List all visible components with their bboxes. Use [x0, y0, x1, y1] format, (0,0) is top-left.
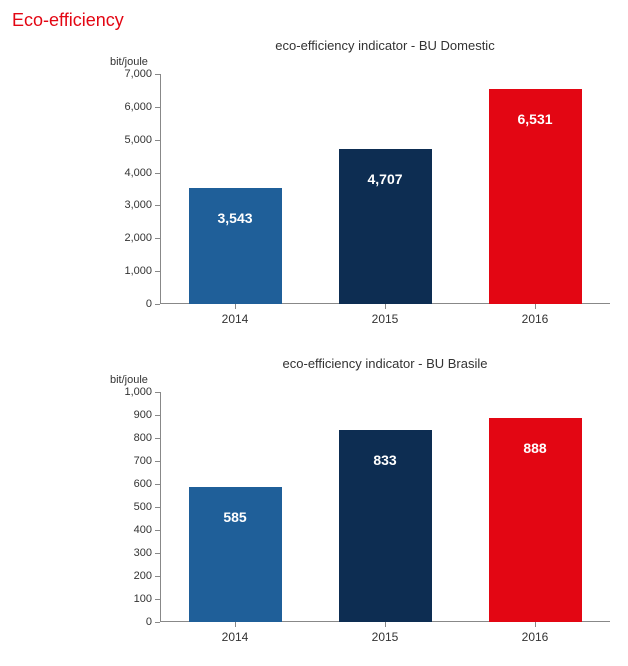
page-title: Eco-efficiency: [12, 10, 124, 31]
y-tick-label: 5,000: [110, 134, 152, 146]
y-tick-mark: [155, 438, 160, 439]
chart-title: eco-efficiency indicator - BU Brasile: [283, 356, 488, 371]
bar-chart: eco-efficiency indicator - BU Domestic bi…: [110, 34, 628, 344]
y-tick-label: 4,000: [110, 167, 152, 179]
y-tick-mark: [155, 484, 160, 485]
y-tick-label: 2,000: [110, 232, 152, 244]
x-tick-mark: [535, 304, 536, 309]
x-tick-label: 2014: [222, 312, 249, 326]
y-tick-mark: [155, 238, 160, 239]
y-tick-mark: [155, 622, 160, 623]
bar-value-label: 6,531: [517, 111, 552, 127]
x-tick-mark: [235, 622, 236, 627]
x-tick-mark: [385, 304, 386, 309]
y-tick-label: 7,000: [110, 68, 152, 80]
y-tick-label: 100: [110, 593, 152, 605]
y-tick-label: 700: [110, 455, 152, 467]
bar-value-label: 3,543: [217, 210, 252, 226]
y-tick-mark: [155, 271, 160, 272]
y-tick-mark: [155, 173, 160, 174]
bar-value-label: 4,707: [367, 171, 402, 187]
x-tick-label: 2014: [222, 630, 249, 644]
y-tick-mark: [155, 107, 160, 108]
bar-chart: eco-efficiency indicator - BU Brasile bit…: [110, 352, 628, 662]
x-tick-label: 2015: [372, 630, 399, 644]
x-tick-label: 2016: [522, 630, 549, 644]
y-tick-label: 1,000: [110, 265, 152, 277]
y-axis-unit-label: bit/joule: [110, 374, 148, 386]
y-tick-mark: [155, 507, 160, 508]
y-tick-label: 6,000: [110, 101, 152, 113]
y-tick-label: 200: [110, 570, 152, 582]
y-tick-mark: [155, 461, 160, 462]
bar-value-label: 585: [223, 509, 246, 525]
x-tick-mark: [535, 622, 536, 627]
y-tick-label: 1,000: [110, 386, 152, 398]
bar-value-label: 833: [373, 452, 396, 468]
y-tick-mark: [155, 140, 160, 141]
bar-value-label: 888: [523, 440, 546, 456]
bar: [189, 487, 282, 622]
y-tick-label: 0: [110, 616, 152, 628]
y-tick-mark: [155, 599, 160, 600]
chart-title: eco-efficiency indicator - BU Domestic: [275, 38, 494, 53]
y-tick-mark: [155, 392, 160, 393]
x-tick-mark: [235, 304, 236, 309]
y-tick-mark: [155, 576, 160, 577]
x-tick-label: 2015: [372, 312, 399, 326]
y-tick-label: 900: [110, 409, 152, 421]
y-tick-label: 800: [110, 432, 152, 444]
y-tick-label: 3,000: [110, 199, 152, 211]
x-tick-mark: [385, 622, 386, 627]
y-tick-mark: [155, 530, 160, 531]
y-tick-mark: [155, 553, 160, 554]
y-axis-unit-label: bit/joule: [110, 56, 148, 68]
y-tick-label: 500: [110, 501, 152, 513]
y-tick-mark: [155, 415, 160, 416]
bar: [189, 188, 282, 304]
x-tick-label: 2016: [522, 312, 549, 326]
y-tick-mark: [155, 205, 160, 206]
y-tick-label: 300: [110, 547, 152, 559]
y-tick-label: 0: [110, 298, 152, 310]
y-tick-mark: [155, 74, 160, 75]
y-tick-label: 400: [110, 524, 152, 536]
y-tick-label: 600: [110, 478, 152, 490]
y-tick-mark: [155, 304, 160, 305]
